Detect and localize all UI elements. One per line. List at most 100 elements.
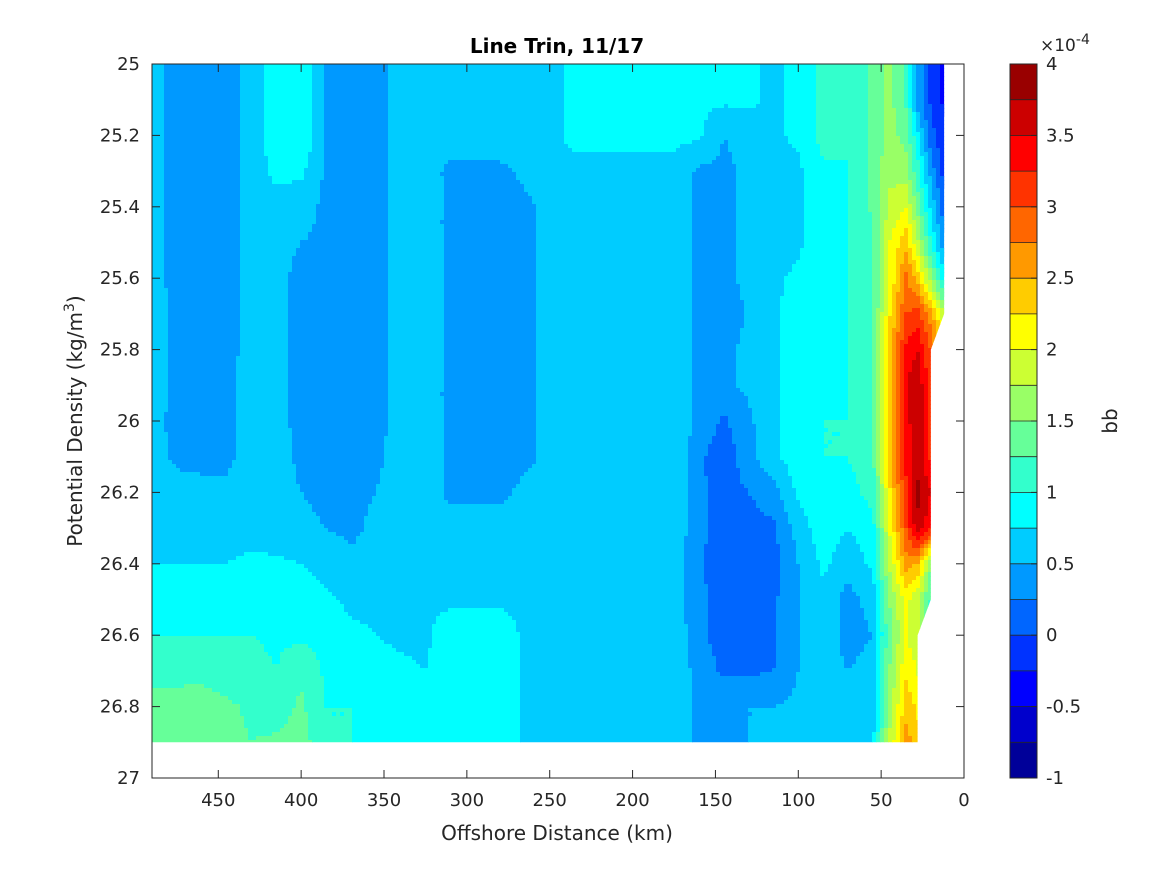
- contour-cell: [348, 540, 357, 545]
- contour-cell: [884, 596, 889, 601]
- contour-cell: [876, 644, 881, 649]
- contour-cell: [240, 92, 265, 97]
- contour-cell: [776, 656, 801, 661]
- contour-cell: [308, 152, 325, 157]
- contour-cell: [880, 600, 885, 605]
- contour-cell: [884, 616, 893, 621]
- axes: 450 400 350 300 250 200 150 100 50 02525.225.425.…: [100, 54, 970, 811]
- contour-cell: [884, 700, 889, 705]
- contour-cell: [828, 428, 873, 433]
- contour-cell: [708, 524, 777, 529]
- contour-cell: [876, 696, 881, 701]
- contour-cell: [844, 656, 857, 661]
- contour-cell: [240, 172, 269, 177]
- contour-cell: [920, 244, 925, 249]
- contour-cell: [900, 284, 905, 289]
- contour-cell: [924, 280, 933, 285]
- contour-cell: [784, 92, 817, 97]
- contour-cell: [924, 256, 929, 261]
- contour-cell: [532, 200, 693, 205]
- contour-cell: [152, 732, 249, 737]
- contour-cell: [776, 480, 793, 485]
- contour-cell: [924, 328, 933, 333]
- contour-cell: [436, 620, 517, 625]
- contour-cell: [240, 180, 273, 185]
- contour-cell: [444, 188, 525, 193]
- contour-cell: [708, 588, 781, 593]
- contour-cell: [780, 440, 825, 445]
- contour-cell: [752, 408, 781, 413]
- contour-cell: [900, 400, 905, 405]
- contour-cell: [780, 404, 849, 409]
- contour-cell: [904, 568, 909, 573]
- contour-cell: [444, 424, 537, 429]
- contour-cell: [536, 376, 693, 381]
- contour-cell: [888, 500, 893, 505]
- contour-cell: [320, 660, 417, 665]
- contour-cell: [920, 312, 929, 317]
- contour-cell: [704, 568, 781, 573]
- contour-cell: [892, 400, 897, 405]
- contour-cell: [152, 88, 165, 93]
- contour-cell: [868, 168, 881, 173]
- contour-cell: [888, 360, 893, 365]
- contour-cell: [236, 392, 289, 397]
- y-tick-label: 26.4: [100, 554, 140, 575]
- contour-cell: [904, 72, 909, 77]
- contour-cell: [920, 300, 925, 305]
- contour-cell: [940, 208, 945, 213]
- contour-cell: [296, 248, 389, 253]
- contour-cell: [708, 504, 757, 509]
- contour-cell: [896, 292, 905, 297]
- contour-cell: [696, 168, 737, 173]
- contour-cell: [868, 180, 881, 185]
- contour-cell: [688, 444, 709, 449]
- contour-cell: [880, 520, 885, 525]
- contour-cell: [912, 656, 921, 661]
- contour-cell: [316, 208, 389, 213]
- contour-cell: [884, 220, 897, 225]
- contour-cell: [868, 164, 881, 169]
- contour-cell: [444, 308, 537, 313]
- contour-cell: [876, 308, 885, 313]
- contour-cell: [900, 532, 905, 537]
- contour-cell: [928, 504, 933, 509]
- contour-cell: [884, 408, 889, 413]
- contour-cell: [904, 512, 909, 517]
- contour-cell: [904, 544, 913, 549]
- contour-cell: [716, 660, 777, 665]
- contour-cell: [928, 248, 933, 253]
- contour-cell: [684, 620, 709, 625]
- contour-cell: [168, 372, 237, 377]
- contour-cell: [904, 556, 921, 561]
- contour-cell: [880, 248, 885, 253]
- contour-cell: [240, 348, 289, 353]
- contour-cell: [908, 620, 921, 625]
- contour-cell: [876, 384, 881, 389]
- contour-cell: [920, 280, 925, 285]
- contour-cell: [564, 112, 709, 117]
- contour-cell: [152, 504, 313, 509]
- contour-cell: [928, 160, 933, 165]
- colorbar-band: [1010, 456, 1037, 493]
- contour-cell: [924, 352, 933, 357]
- contour-cell: [152, 132, 165, 137]
- contour-cell: [388, 296, 445, 301]
- contour-cell: [888, 724, 893, 729]
- contour-cell: [928, 336, 933, 341]
- contour-cell: [920, 112, 925, 117]
- contour-cell: [932, 208, 937, 213]
- contour-cell: [884, 440, 889, 445]
- contour-cell: [520, 636, 689, 641]
- contour-cell: [852, 584, 877, 589]
- contour-cell: [348, 612, 441, 617]
- contour-cell: [692, 368, 737, 373]
- contour-cell: [876, 400, 881, 405]
- contour-cell: [152, 336, 169, 341]
- contour-cell: [896, 716, 901, 721]
- contour-cell: [912, 424, 925, 429]
- contour-cell: [152, 644, 265, 649]
- contour-cell: [880, 280, 885, 285]
- contour-cell: [780, 436, 825, 441]
- contour-cell: [928, 436, 933, 441]
